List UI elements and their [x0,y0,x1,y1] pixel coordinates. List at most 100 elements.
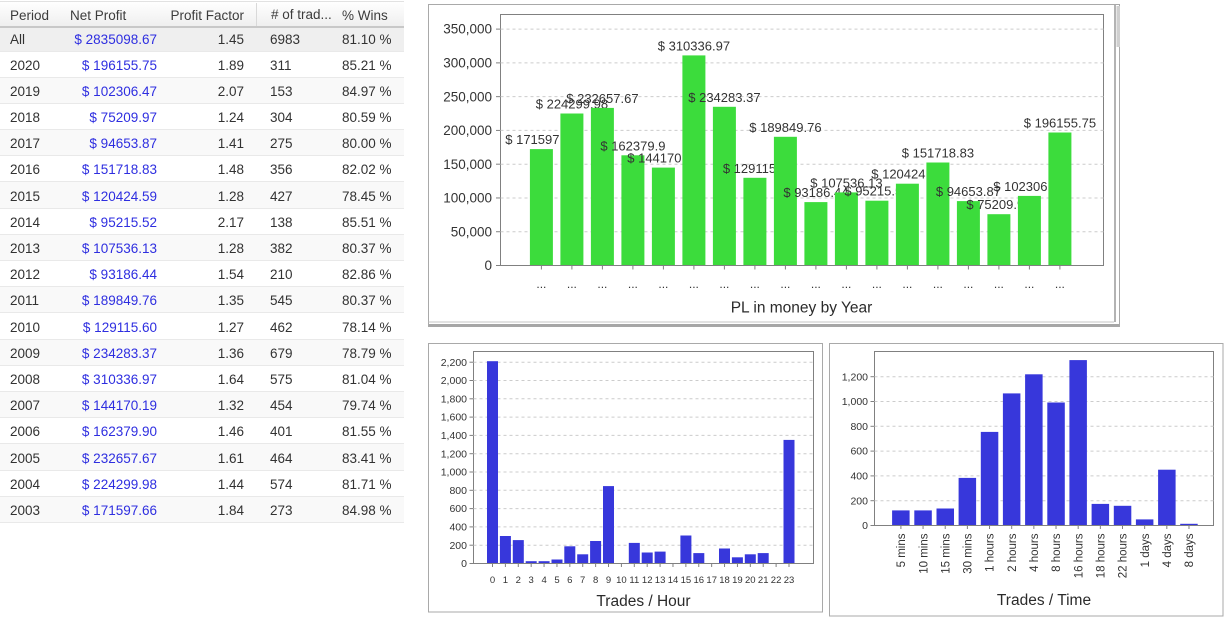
svg-text:6: 6 [567,575,572,586]
svg-text:250,000: 250,000 [443,89,492,104]
svg-text:...: ... [994,277,1004,291]
svg-text:200: 200 [449,540,467,552]
svg-text:2 hours: 2 hours [1007,533,1019,572]
svg-text:200: 200 [850,495,868,507]
svg-text:600: 600 [449,503,467,515]
svg-text:21: 21 [758,575,769,586]
svg-text:350,000: 350,000 [443,22,492,37]
svg-text:...: ... [1024,277,1034,291]
svg-text:5: 5 [554,575,559,586]
svg-text:5 mins: 5 mins [896,533,908,567]
svg-text:7: 7 [580,575,585,586]
svg-text:23: 23 [784,575,795,586]
svg-text:Trades / Hour: Trades / Hour [596,593,690,610]
svg-text:600: 600 [850,446,868,458]
svg-text:8 days: 8 days [1184,533,1196,567]
svg-text:$ 162379.9: $ 162379.9 [600,138,665,153]
svg-text:0: 0 [461,558,467,570]
svg-text:$ 75209.97: $ 75209.97 [966,197,1031,212]
svg-text:$ 234283.37: $ 234283.37 [688,90,760,105]
svg-text:10: 10 [616,575,627,586]
svg-text:1,000: 1,000 [441,467,467,479]
svg-text:18 hours: 18 hours [1096,533,1108,578]
svg-text:400: 400 [449,522,467,534]
svg-text:18: 18 [719,575,730,586]
svg-text:$ 120424.59: $ 120424.59 [871,167,943,182]
svg-text:0: 0 [490,575,495,586]
svg-text:1,600: 1,600 [441,412,467,424]
svg-text:2: 2 [516,575,521,586]
svg-text:...: ... [811,277,821,291]
svg-text:...: ... [841,277,851,291]
svg-text:11: 11 [629,575,639,586]
svg-text:$ 189849.76: $ 189849.76 [749,120,821,135]
svg-text:16 hours: 16 hours [1073,533,1085,578]
svg-text:1,200: 1,200 [441,448,467,460]
svg-text:...: ... [689,277,699,291]
svg-text:$ 232657.67: $ 232657.67 [566,91,638,106]
svg-text:20: 20 [745,575,756,586]
svg-text:12: 12 [642,575,653,586]
svg-text:$ 95215.52: $ 95215.52 [844,184,909,199]
svg-text:$ 224299.98: $ 224299.98 [536,97,608,112]
svg-text:22 hours: 22 hours [1118,533,1130,578]
svg-text:...: ... [567,277,577,291]
svg-text:15 mins: 15 mins [940,533,952,574]
svg-text:300,000: 300,000 [443,55,492,70]
svg-text:4 days: 4 days [1162,533,1174,567]
svg-text:...: ... [1055,277,1065,291]
svg-text:$ 129115.6: $ 129115.6 [723,161,787,176]
svg-text:19: 19 [732,575,743,586]
svg-text:800: 800 [449,485,467,497]
svg-text:PL in money by Year: PL in money by Year [731,300,873,317]
svg-text:22: 22 [771,575,782,586]
svg-text:800: 800 [850,421,868,433]
svg-text:30 mins: 30 mins [963,533,975,574]
svg-text:1,000: 1,000 [842,396,868,408]
svg-text:9: 9 [606,575,611,586]
svg-text:50,000: 50,000 [451,224,492,239]
svg-text:1 days: 1 days [1140,533,1152,567]
svg-text:...: ... [872,277,882,291]
svg-text:$ 151718.83: $ 151718.83 [902,146,974,161]
svg-text:...: ... [963,277,973,291]
svg-text:$ 107536.13: $ 107536.13 [810,175,882,190]
svg-text:1,800: 1,800 [441,393,467,405]
svg-text:2,200: 2,200 [441,357,467,369]
svg-text:3: 3 [529,575,534,586]
svg-text:1,400: 1,400 [441,430,467,442]
svg-text:$ 196155.75: $ 196155.75 [1024,116,1096,131]
svg-text:16: 16 [694,575,705,586]
svg-text:...: ... [628,277,638,291]
svg-text:...: ... [750,277,760,291]
svg-text:$ 171597.66: $ 171597.66 [505,132,577,147]
svg-text:13: 13 [655,575,666,586]
svg-text:...: ... [719,277,729,291]
svg-text:$ 144170.19: $ 144170.19 [627,151,699,166]
svg-text:150,000: 150,000 [443,157,492,172]
svg-text:8: 8 [593,575,598,586]
svg-text:Trades / Time: Trades / Time [997,592,1091,609]
svg-text:...: ... [536,277,546,291]
svg-text:10 mins: 10 mins [918,533,930,574]
svg-text:2,000: 2,000 [441,375,467,387]
svg-text:17: 17 [706,575,717,586]
svg-text:...: ... [658,277,668,291]
svg-text:4 hours: 4 hours [1029,533,1041,572]
svg-text:...: ... [933,277,943,291]
svg-text:1 hours: 1 hours [985,533,997,572]
svg-text:...: ... [902,277,912,291]
svg-text:200,000: 200,000 [443,123,492,138]
svg-text:0: 0 [484,258,492,273]
svg-text:0: 0 [862,520,868,532]
svg-text:15: 15 [681,575,692,586]
svg-text:1,200: 1,200 [842,371,868,383]
svg-text:$ 93186.44: $ 93186.44 [783,185,848,200]
svg-text:14: 14 [668,575,679,586]
svg-text:100,000: 100,000 [443,191,492,206]
svg-text:$ 94653.87: $ 94653.87 [936,184,1001,199]
svg-text:$ 102306.47: $ 102306.47 [993,179,1065,194]
svg-text:8 hours: 8 hours [1051,533,1063,572]
svg-text:1: 1 [503,575,508,586]
svg-text:...: ... [780,277,790,291]
